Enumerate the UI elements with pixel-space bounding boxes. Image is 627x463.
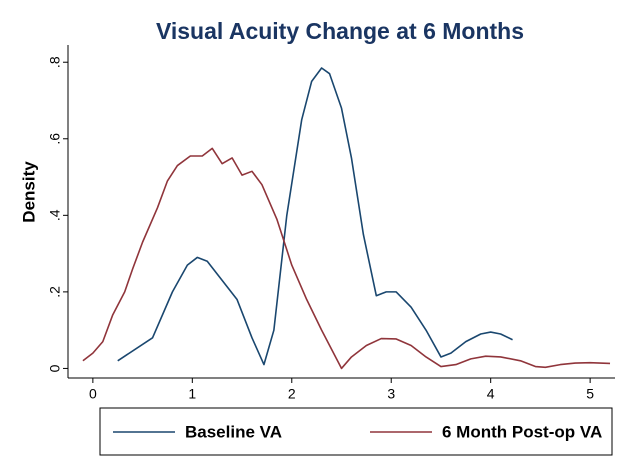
y-tick-label: .4 (47, 209, 63, 221)
y-tick-label: 0 (47, 364, 63, 372)
legend-box (99, 407, 613, 456)
density-line (82, 147, 611, 370)
x-tick-label: 4 (487, 386, 495, 402)
chart-title: Visual Acuity Change at 6 Months (156, 18, 524, 44)
y-tick-label: .2 (47, 286, 63, 298)
x-tick-label: 3 (387, 386, 395, 402)
legend-label: 6 Month Post-op VA (442, 422, 602, 441)
legend-label: Baseline VA (185, 422, 282, 441)
x-tick-label: 2 (288, 386, 296, 402)
x-tick-label: 1 (188, 386, 196, 402)
y-tick-label: .8 (47, 56, 63, 68)
density-line (117, 67, 513, 366)
x-tick-label: 5 (586, 386, 594, 402)
y-axis-label: Density (19, 161, 38, 223)
x-tick-label: 0 (89, 386, 97, 402)
y-tick-label: .6 (47, 133, 63, 145)
